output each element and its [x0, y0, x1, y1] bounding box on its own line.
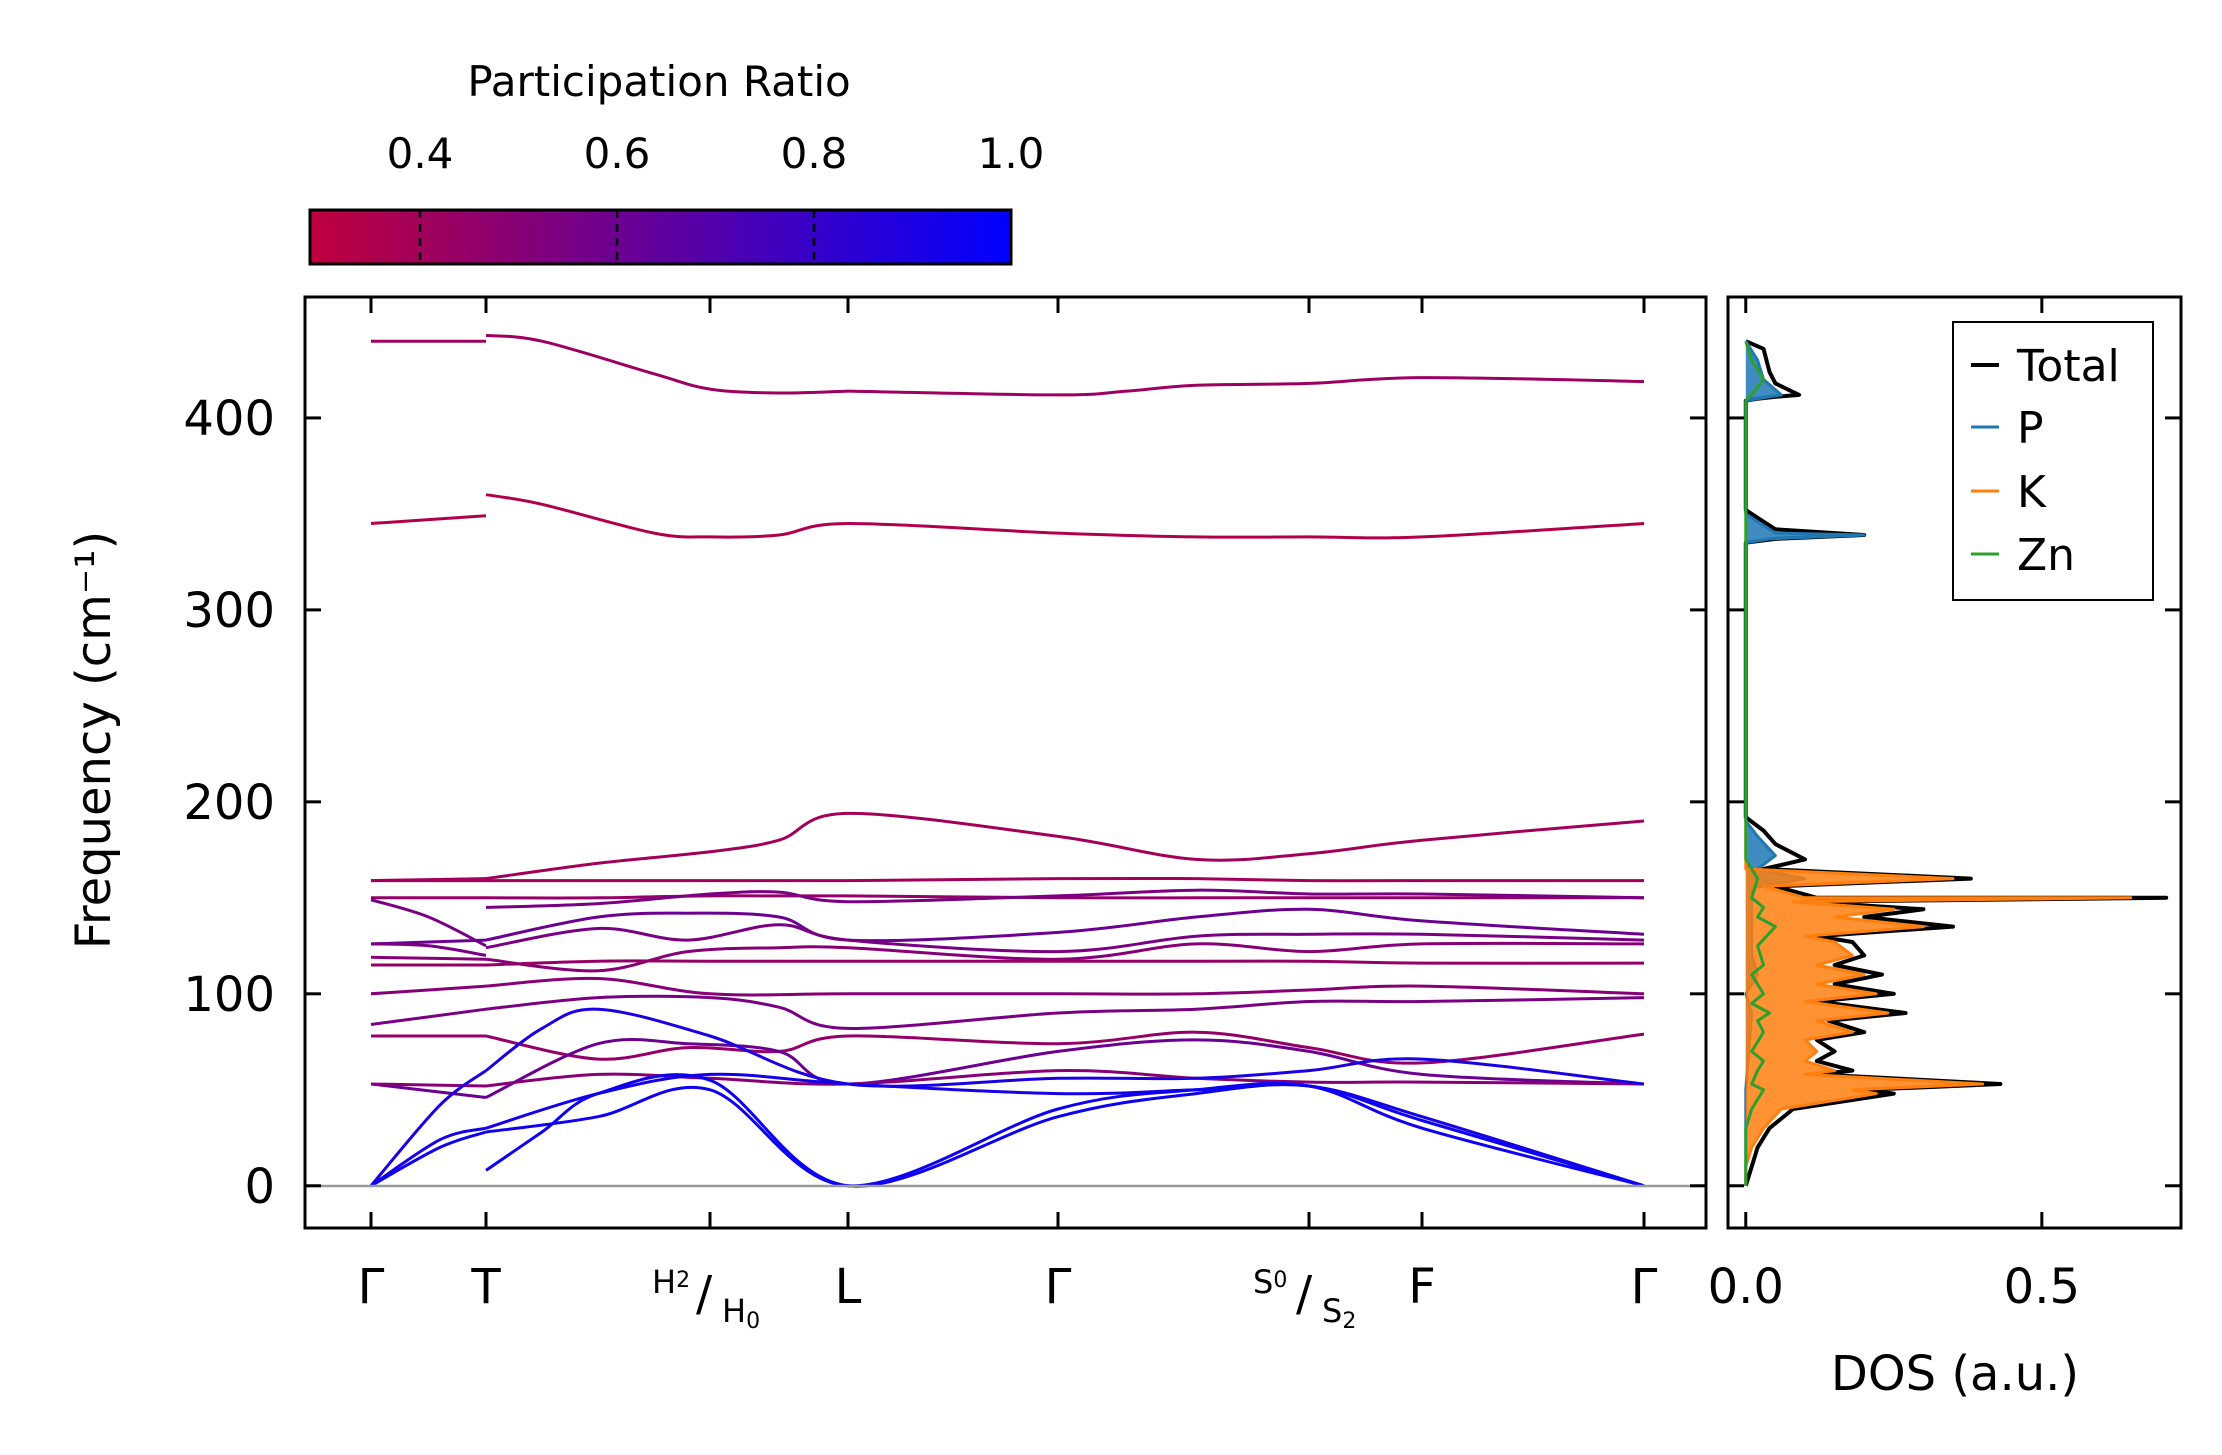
phonon-band — [370, 942, 487, 957]
colorbar-tick-label: 0.8 — [781, 129, 848, 178]
colorbar — [308, 208, 1013, 266]
phonon-band — [370, 1130, 487, 1188]
dos-fill-k — [1745, 821, 2131, 1186]
phonon-band — [485, 888, 1645, 909]
phonon-band — [370, 1126, 487, 1188]
dos-plot-frame — [1726, 295, 2183, 1230]
phonon-band — [485, 1069, 1645, 1088]
phonon-band — [485, 1073, 1645, 1188]
k-label-s0-s2: S0 / S2 — [1253, 1263, 1356, 1334]
k-label-gamma: Γ — [1045, 1259, 1072, 1315]
phonon-band — [370, 984, 487, 996]
phonon-band — [370, 1007, 487, 1026]
k-label-gamma: Γ — [358, 1259, 385, 1315]
k-label-s0: S0 — [1253, 1263, 1287, 1301]
y-tick-label: 200 — [183, 775, 275, 831]
phonon-band — [485, 923, 1645, 954]
y-tick-label: 300 — [183, 583, 275, 639]
y-tick-label: 400 — [183, 391, 275, 447]
colorbar-title: Participation Ratio — [467, 57, 850, 106]
phonon-band — [485, 994, 1645, 1030]
dos-line-k — [1744, 821, 2133, 1186]
dos-x-axis-label: DOS (a.u.) — [1831, 1346, 2079, 1402]
phonon-band — [485, 1030, 1645, 1065]
k-label-l: L — [835, 1259, 862, 1315]
legend-label-k: K — [2017, 467, 2047, 518]
band-y-axis: 0 100 200 300 400 — [183, 391, 1706, 1215]
dos-line-total — [1743, 339, 2169, 1187]
phonon-band — [485, 959, 1645, 967]
k-label-slash: / — [1296, 1266, 1313, 1322]
band-plot-frame — [303, 295, 1708, 1230]
dos-line-zn — [1744, 340, 1777, 1186]
colorbar-tick-label: 0.4 — [387, 129, 454, 178]
dos-x-tick-label: 0.0 — [1708, 1259, 1784, 1315]
dos-lines — [1743, 339, 2169, 1187]
colorbar-tick-label: 0.6 — [584, 129, 651, 178]
phonon-band — [370, 1082, 487, 1088]
k-label-h2: H2 — [652, 1263, 690, 1301]
k-label-t: T — [470, 1259, 501, 1315]
colorbar-ticks — [418, 210, 816, 264]
dos-x-tick-label: 0.5 — [2004, 1259, 2080, 1315]
phonon-band — [485, 941, 1645, 973]
phonon-band — [485, 976, 1645, 997]
phonon-band — [847, 376, 1645, 397]
legend-label-p: P — [2017, 403, 2044, 454]
k-label-h2-h0: H2 / H0 — [652, 1263, 760, 1334]
phonon-band — [485, 333, 849, 395]
phonon-band — [485, 1081, 1645, 1188]
legend: Total P K Zn — [1952, 321, 2154, 601]
phonon-band — [369, 1069, 487, 1187]
phonon-band — [485, 907, 1645, 943]
legend-label-total: Total — [2016, 341, 2120, 392]
k-label-slash: / — [696, 1266, 713, 1322]
y-tick-label: 100 — [183, 967, 275, 1023]
k-path-labels: Γ T H2 / H0 L Γ S0 / S2 F Γ — [358, 1259, 1658, 1334]
legend-label-zn: Zn — [2017, 530, 2075, 581]
dos-y-ticks — [1728, 416, 2181, 1188]
k-label-f: F — [1408, 1259, 1436, 1315]
phonon-band — [485, 1037, 1645, 1099]
colorbar-tick-labels: 0.4 0.6 0.8 1.0 — [387, 129, 1045, 178]
phonon-band — [370, 955, 487, 961]
k-label-gamma: Γ — [1631, 1259, 1658, 1315]
phonon-band — [485, 1072, 1645, 1188]
colorbar-tick-label: 1.0 — [978, 129, 1045, 178]
phonon-band — [370, 514, 487, 525]
k-path-ticks — [369, 297, 1646, 1228]
y-tick-label: 0 — [244, 1159, 275, 1215]
y-axis-label: Frequency (cm⁻¹) — [66, 531, 122, 949]
band-lines — [369, 333, 1645, 1188]
phonon-band — [370, 898, 487, 948]
k-label-h0: H0 — [722, 1292, 760, 1334]
k-label-s2: S2 — [1322, 1292, 1356, 1334]
phonon-band — [370, 876, 1644, 883]
phonon-band — [485, 811, 1645, 881]
dos-x-axis: 0.0 0.5 — [1708, 297, 2080, 1315]
phonon-band — [485, 1007, 1645, 1088]
phonon-band — [485, 493, 1645, 540]
